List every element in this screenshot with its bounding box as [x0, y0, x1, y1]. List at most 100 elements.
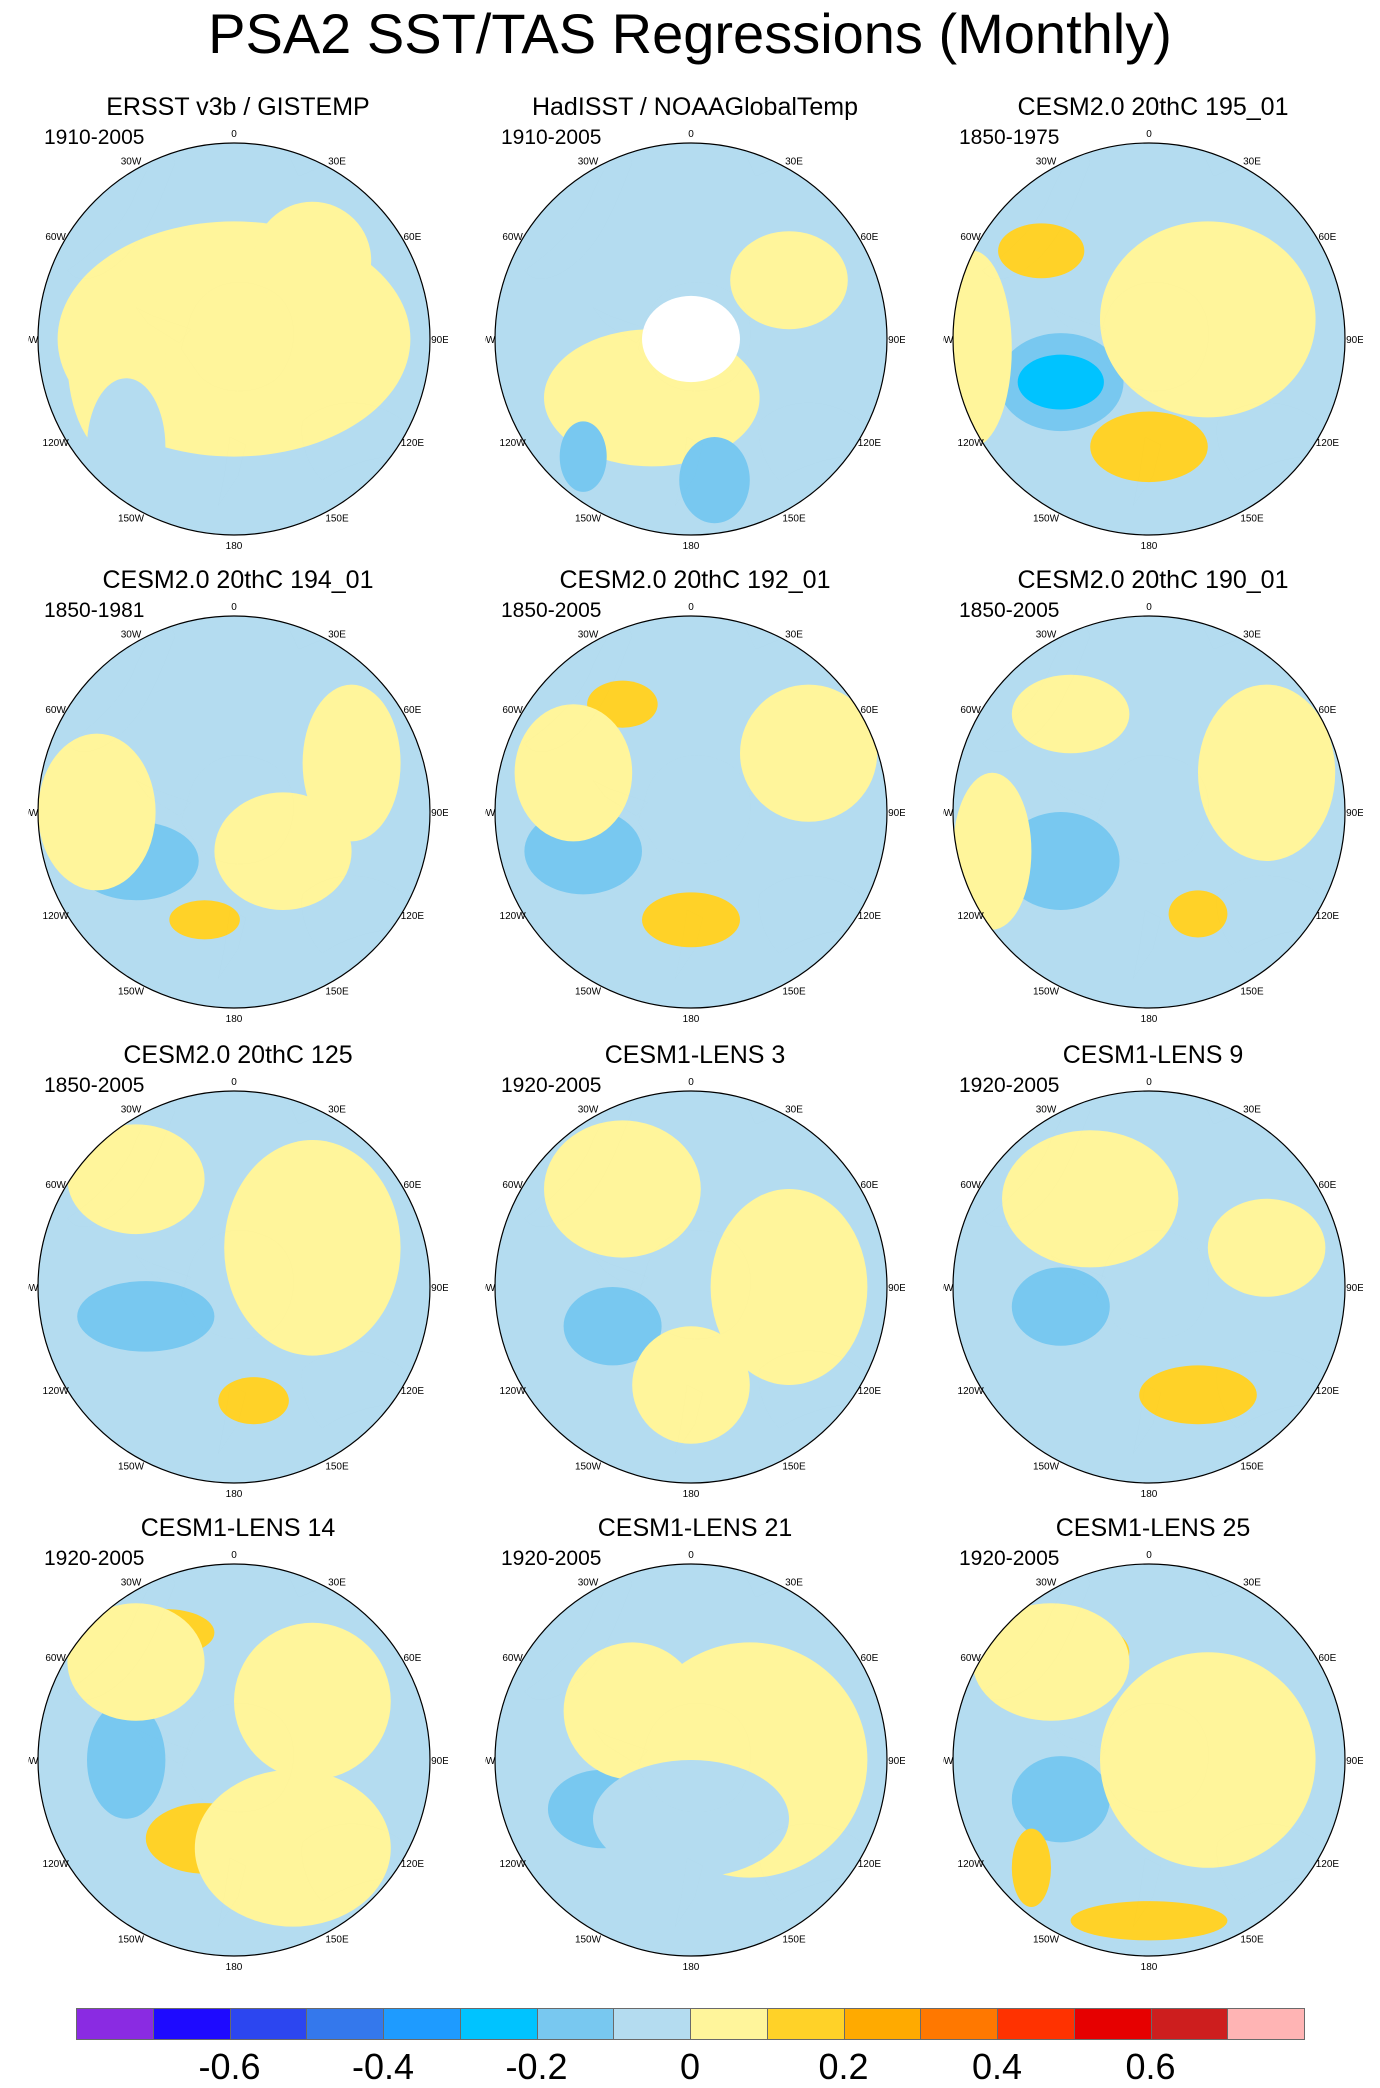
longitude-label: 60W — [960, 232, 981, 243]
anomaly-patch — [953, 1198, 983, 1278]
samerica-coast — [982, 1091, 1090, 1227]
peninsula-coast — [136, 1729, 191, 1764]
map-panel: CESM2.0 20thC 125 0 30E 60E 90E 120E 150E 180 15… — [28, 1040, 448, 1500]
longitude-label: 60E — [861, 1180, 879, 1191]
map-panel: CESM2.0 20thC 190_01 0 30E 60E 90E 120E 150E 18… — [943, 565, 1363, 1025]
map-field — [953, 1091, 1345, 1483]
africa-coast — [283, 616, 332, 649]
anomaly-patch — [1070, 1901, 1228, 1941]
samerica-coast — [67, 1091, 175, 1227]
longitude-label: 120W — [958, 911, 985, 922]
map-border — [37, 142, 431, 536]
longitude-label: 150W — [118, 986, 145, 997]
map-panel: CESM1-LENS 3 0 30E 60E 90E 120E 150E 180 150W 120… — [485, 1040, 905, 1500]
longitude-label: 60W — [45, 1180, 66, 1191]
map-panel: CESM2.0 20thC 194_01 0 30E 60E 90E 120E 150E 18… — [28, 565, 448, 1025]
polar-map: 0 30E 60E 90E 120E 150E 180 150W 120W 90W 60W 30W — [28, 1550, 448, 1973]
newzealand-coast — [218, 1858, 245, 1927]
longitude-label: 60E — [404, 1180, 422, 1191]
anomaly-patch — [1011, 674, 1130, 754]
anomaly-patch — [1100, 1652, 1316, 1868]
longitude-label: 30E — [1243, 1105, 1261, 1116]
map-border — [37, 615, 431, 1009]
longitude-label: 90W — [485, 1756, 496, 1767]
longitude-label: 0 — [688, 129, 694, 140]
anomaly-patch — [953, 250, 1012, 447]
longitude-label: 60W — [960, 1180, 981, 1191]
longitude-label: 60E — [861, 232, 879, 243]
samerica-coast — [67, 616, 175, 752]
colorbar-label: 0.4 — [971, 2046, 1023, 2087]
map-field — [495, 1091, 887, 1483]
period-label: 1850-2005 — [501, 599, 602, 622]
longitude-label: 180 — [1141, 1014, 1158, 1025]
longitude-label: 30W — [578, 157, 599, 168]
longitude-label: 90W — [485, 1283, 496, 1294]
anomaly-patch — [710, 1189, 868, 1385]
anomaly-patch — [642, 295, 740, 383]
longitude-label: 120W — [43, 438, 70, 449]
longitude-label: 90W — [485, 335, 496, 346]
map-field — [495, 143, 887, 535]
longitude-label: 180 — [1141, 1489, 1158, 1500]
longitude-label: 30W — [578, 1105, 599, 1116]
longitude-label: 60W — [502, 232, 523, 243]
longitude-label: 60E — [1319, 705, 1337, 716]
colorbar-cell — [843, 2008, 922, 2040]
map-panel: CESM2.0 20thC 195_01 0 30E 60E 90E 120E 150E 18… — [943, 92, 1363, 552]
longitude-label: 150E — [325, 513, 349, 524]
longitude-label: 180 — [226, 1962, 243, 1973]
anomaly-patch — [972, 1603, 1130, 1721]
longitude-label: 180 — [683, 1489, 700, 1500]
longitude-label: 180 — [1141, 1962, 1158, 1973]
period-label: 1920-2005 — [501, 1074, 602, 1097]
map-panel: CESM1-LENS 14 0 30E 60E 90E 120E 150E 180 150W 12… — [28, 1513, 448, 1973]
longitude-label: 150W — [575, 1461, 602, 1472]
peninsula-coast — [1051, 781, 1106, 816]
longitude-label: 120E — [858, 911, 882, 922]
longitude-label: 150W — [1033, 513, 1060, 524]
samerica-coast — [982, 143, 1090, 279]
colorbar-cell — [920, 2008, 998, 2040]
longitude-label: 150E — [325, 1461, 349, 1472]
anomaly-patch — [563, 1287, 662, 1366]
longitude-label: 60W — [502, 1653, 523, 1664]
colorbar-cell — [306, 2008, 384, 2040]
longitude-label: 30W — [121, 157, 142, 168]
longitude-label: 90E — [431, 1283, 448, 1294]
colorbar-cell — [690, 2008, 768, 2040]
longitude-label: 30E — [328, 630, 346, 641]
anomaly-patch — [1011, 1828, 1051, 1907]
longitude-label: 150W — [1033, 1461, 1060, 1472]
africa-coast — [740, 616, 789, 649]
longitude-label: 30E — [785, 1105, 803, 1116]
longitude-label: 0 — [231, 129, 237, 140]
longitude-label: 150W — [1033, 1934, 1060, 1945]
period-label: 1920-2005 — [501, 1547, 602, 1570]
longitude-label: 0 — [1146, 602, 1152, 613]
newzealand-coast — [675, 1385, 702, 1454]
map-field — [953, 143, 1345, 535]
longitude-label: 180 — [683, 1014, 700, 1025]
polar-map: 0 30E 60E 90E 120E 150E 180 150W 120W 90W 60W 30W — [485, 1077, 905, 1500]
map-border — [952, 142, 1346, 536]
colorbar-cell — [1150, 2008, 1229, 2040]
samerica-coast — [982, 1564, 1090, 1700]
anomaly-patch — [1090, 411, 1208, 483]
samerica-coast — [67, 143, 175, 279]
longitude-label: 180 — [226, 541, 243, 552]
polar-map: 0 30E 60E 90E 120E 150E 180 150W 120W 90W 60W 30W — [943, 1077, 1363, 1500]
longitude-label: 120E — [401, 1859, 425, 1870]
period-label: 1850-2005 — [44, 1074, 145, 1097]
period-label: 1850-2005 — [959, 599, 1060, 622]
longitude-label: 90E — [1346, 808, 1363, 819]
panel-title: CESM2.0 20thC 192_01 — [559, 566, 831, 594]
longitude-label: 30W — [578, 630, 599, 641]
anomaly-patch — [302, 684, 401, 842]
map-panel: CESM1-LENS 25 0 30E 60E 90E 120E 150E 180 150W 12… — [943, 1513, 1363, 1973]
anomaly-patch — [169, 900, 240, 940]
anomaly-patch — [67, 1603, 205, 1721]
longitude-label: 30W — [578, 1578, 599, 1589]
period-label: 1850-1981 — [44, 599, 145, 622]
anomaly-patch — [632, 1326, 750, 1444]
